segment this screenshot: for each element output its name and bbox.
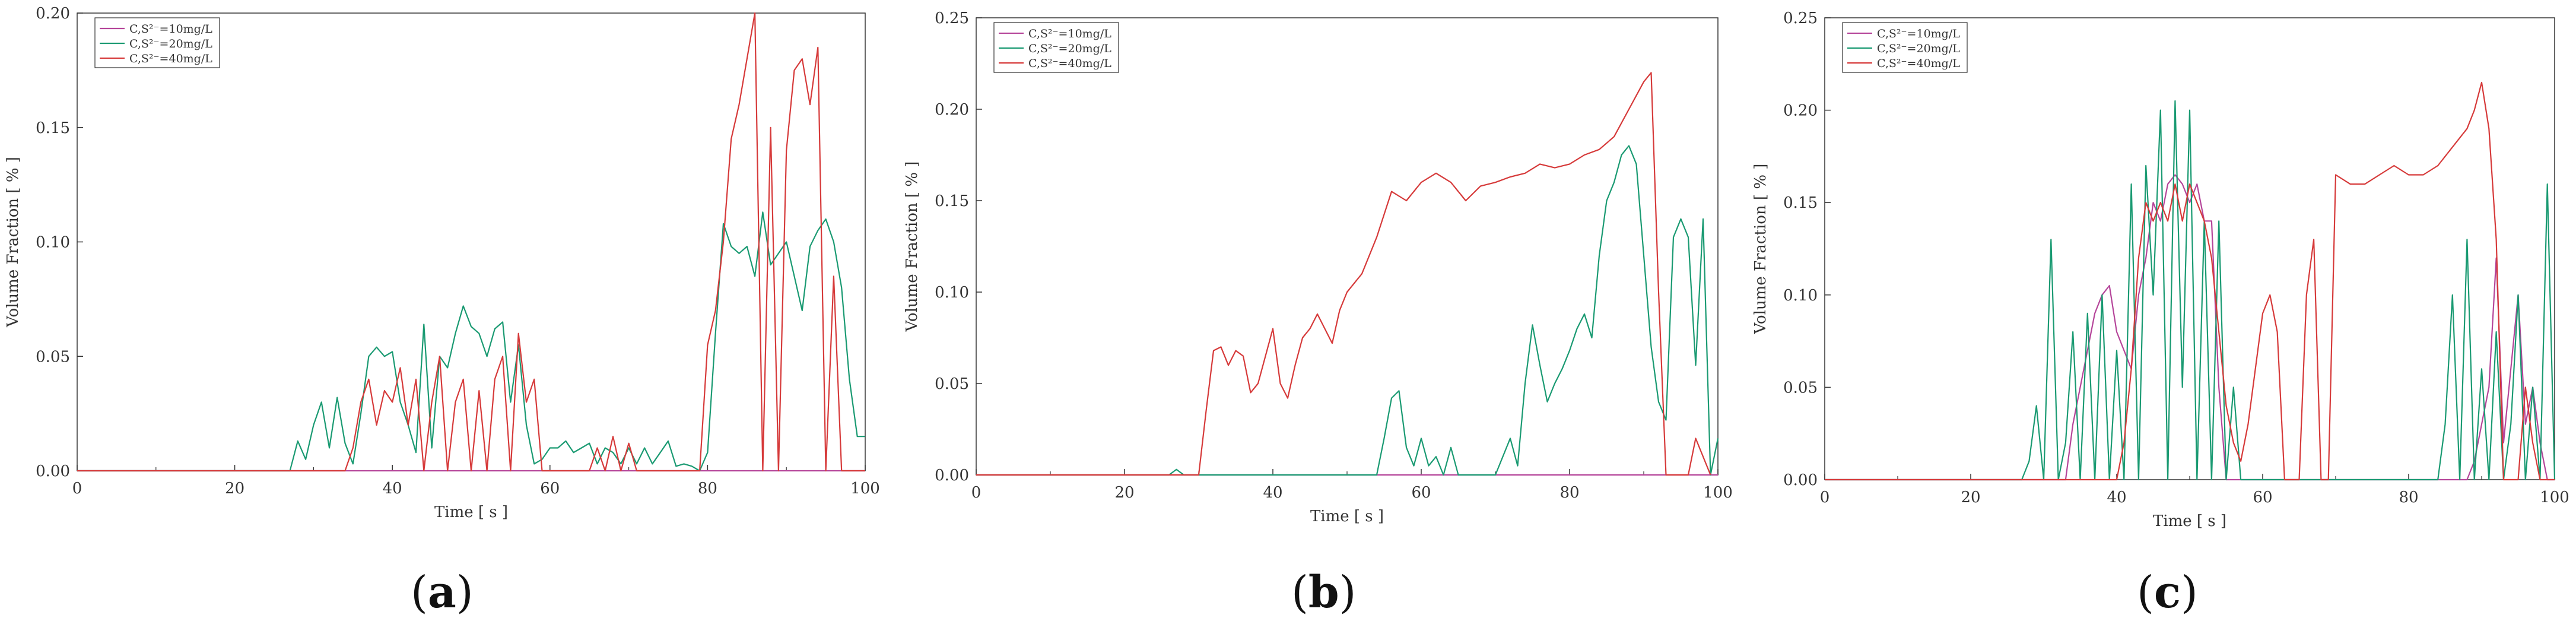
x-tick-label: 40 — [2107, 489, 2126, 506]
x-tick-label: 0 — [72, 480, 82, 497]
plot-frame — [77, 12, 866, 471]
y-tick-label: 0.10 — [36, 234, 70, 252]
x-tick-label: 100 — [2540, 489, 2569, 506]
legend: C,S²⁻=10mg/LC,S²⁻=20mg/L C,S²⁻=40mg/L — [94, 17, 220, 68]
series-line-3 — [976, 72, 1711, 476]
y-tick-label: 0.20 — [1783, 102, 1818, 120]
legend-label-2: C,S²⁻=20mg/L — [1877, 42, 1960, 55]
plot-frame — [1824, 17, 2555, 480]
chart-panel-c: 0 20 40 60 80 100 0.00 0.05 0.10 0.15 0.20 0.25 Time… — [1752, 9, 2569, 530]
y-tick-label: 0.25 — [1783, 9, 1818, 27]
y-axis-label: Volume Fraction [ % ] — [4, 157, 22, 328]
x-tick-label: 0 — [1820, 489, 1830, 506]
series-line-2 — [1825, 100, 2556, 481]
legend-label-2: C,S²⁻=20mg/L — [129, 37, 212, 50]
x-axis-label: Time [ s ] — [2153, 512, 2226, 530]
x-tick-label: 0 — [971, 484, 982, 502]
series-line-3 — [1825, 81, 2555, 481]
y-tick-label: 0.00 — [36, 462, 70, 480]
x-tick-label: 100 — [850, 480, 880, 497]
panel-label-a: (a) — [411, 567, 474, 618]
legend-label-3: C,S²⁻=40mg/L — [1028, 57, 1111, 70]
y-tick-label: 0.05 — [1783, 379, 1818, 397]
panel-label-c: (c) — [2137, 567, 2198, 618]
x-tick-label: 60 — [1411, 484, 1431, 502]
legend-label-1: C,S²⁻=10mg/L — [1028, 27, 1111, 40]
plot-frame — [976, 17, 1719, 476]
series-line-1 — [1825, 174, 2555, 481]
legend-label-3: C,S²⁻=40mg/L — [1877, 57, 1960, 70]
x-tick-label: 80 — [698, 480, 717, 497]
x-tick-label: 20 — [1114, 484, 1134, 502]
legend-label-2: C,S²⁻=20mg/L — [1028, 42, 1111, 55]
y-tick-label: 0.05 — [36, 348, 70, 366]
x-tick-label: 20 — [1961, 489, 1980, 506]
x-tick-label: 60 — [540, 480, 560, 497]
legend: C,S²⁻=10mg/L C,S²⁻=20mg/L C,S²⁻=40mg/L — [1842, 22, 1968, 73]
y-tick-label: 0.20 — [935, 101, 969, 119]
y-tick-label: 0.15 — [36, 119, 70, 137]
y-tick-label: 0.25 — [935, 9, 969, 27]
x-tick-label: 60 — [2253, 489, 2272, 506]
series-line-2 — [976, 145, 1719, 476]
y-tick-label: 0.05 — [935, 375, 969, 393]
x-tick-label: 40 — [1263, 484, 1282, 502]
y-tick-label: 0.10 — [1783, 287, 1818, 305]
y-axis-label: Volume Fraction [ % ] — [903, 161, 921, 332]
chart-panel-a: 0 20 40 60 80 100 0.00 0.05 0.10 0.15 0.20 Time [ s… — [4, 5, 880, 521]
series-line-3 — [77, 12, 865, 472]
panel-label-b: (b) — [1291, 567, 1357, 618]
y-tick-label: 0.15 — [1783, 194, 1818, 212]
x-axis-label: Time [ s ] — [434, 503, 508, 521]
x-tick-label: 40 — [383, 480, 402, 497]
y-tick-label: 0.00 — [935, 467, 969, 484]
x-tick-label: 80 — [2399, 489, 2418, 506]
series-line-2 — [77, 211, 865, 472]
legend: C,S²⁻=10mg/L C,S²⁻=20mg/L C,S²⁻=40mg/L — [993, 22, 1119, 73]
y-tick-label: 0.00 — [1783, 471, 1818, 489]
y-tick-label: 0.20 — [36, 5, 70, 23]
y-tick-label: 0.15 — [935, 192, 969, 210]
x-tick-label: 20 — [225, 480, 244, 497]
legend-label-1: C,S²⁻=10mg/L — [1877, 27, 1960, 40]
legend-label-3: C,S²⁻=40mg/L — [129, 52, 212, 65]
x-tick-label: 100 — [1703, 484, 1733, 502]
x-tick-label: 80 — [1559, 484, 1579, 502]
chart-panel-b: 0 20 40 60 80 100 0.00 0.05 0.10 0.15 0.20 0.25 Time… — [903, 9, 1733, 525]
x-axis-label: Time [ s ] — [1310, 508, 1384, 525]
y-tick-label: 0.10 — [935, 284, 969, 302]
y-axis-label: Volume Fraction [ % ] — [1752, 164, 1770, 335]
legend-label-1: C,S²⁻=10mg/L — [129, 23, 212, 36]
